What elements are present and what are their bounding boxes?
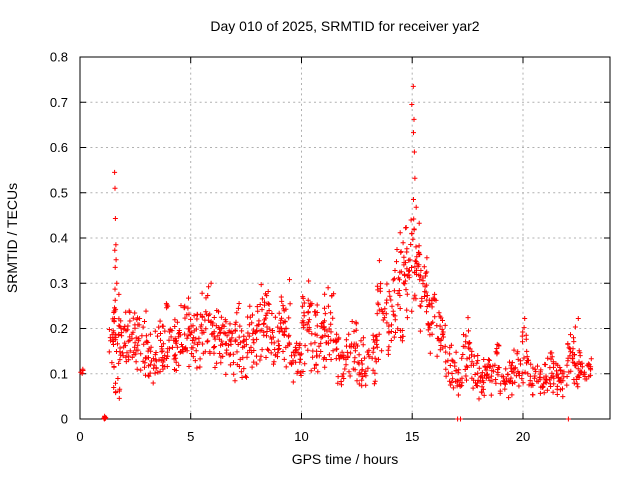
x-tick-label: 0 [76,429,83,444]
y-tick-label: 0.7 [50,95,68,110]
y-tick-labels: 0 0.1 0.2 0.3 0.4 0.5 0.6 0.7 0.8 [50,50,68,427]
y-tick-label: 0.5 [50,185,68,200]
y-tick-label: 0.1 [50,366,68,381]
x-tick-label: 20 [516,429,530,444]
y-tick-label: 0.4 [50,231,68,246]
y-tick-label: 0.2 [50,321,68,336]
x-axis-label: GPS time / hours [292,451,399,467]
y-tick-label: 0 [61,412,68,427]
y-tick-label: 0.6 [50,140,68,155]
data-points [78,83,594,422]
grid-lines [80,57,610,419]
x-tick-label: 10 [294,429,308,444]
x-tick-label: 5 [187,429,194,444]
x-tick-label: 15 [405,429,419,444]
chart-title: Day 010 of 2025, SRMTID for receiver yar… [210,18,479,34]
y-tick-label: 0.8 [50,50,68,65]
x-tick-labels: 0 5 10 15 20 [76,429,530,444]
y-axis-label: SRMTID / TECUs [4,183,20,293]
y-tick-label: 0.3 [50,276,68,291]
